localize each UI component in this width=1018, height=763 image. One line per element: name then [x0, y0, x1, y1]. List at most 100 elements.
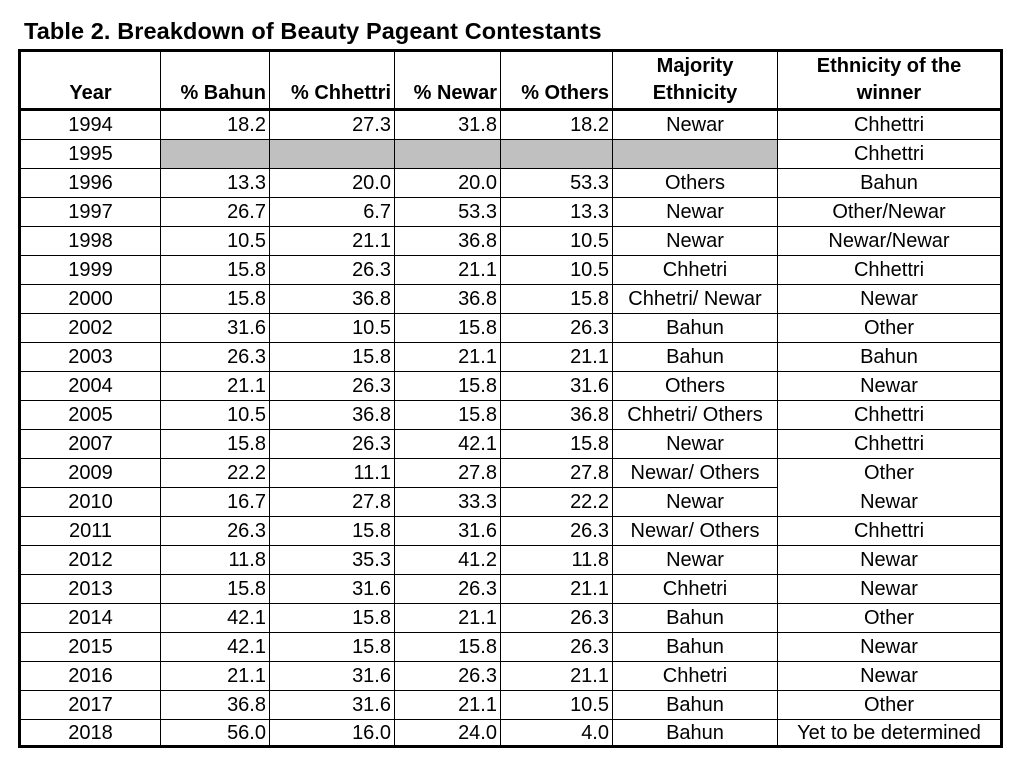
cell-year: 1997	[19, 197, 161, 227]
cell-majority: Others	[612, 371, 778, 401]
cell-bahun: 15.8	[160, 429, 270, 459]
cell-chhettri: 35.3	[269, 545, 395, 575]
cell-newar: 53.3	[394, 197, 501, 227]
cell-year: 1995	[19, 139, 161, 169]
cell-newar: 21.1	[394, 255, 501, 285]
table-row: 1998 10.5 21.1 36.8 10.5 Newar Newar/Newar	[19, 226, 1002, 256]
cell-bahun: 21.1	[160, 661, 270, 691]
cell-newar: 15.8	[394, 400, 501, 430]
cell-winner: Bahun	[777, 342, 1002, 372]
cell-others: 53.3	[500, 168, 613, 198]
table-row: 2012 11.8 35.3 41.2 11.8 Newar Newar	[19, 545, 1002, 575]
cell-winner: Newar	[777, 371, 1002, 401]
cell-winner: Other	[777, 458, 1002, 488]
cell-year: 2010	[19, 487, 161, 517]
cell-bahun: 15.8	[160, 574, 270, 604]
cell-bahun: 18.2	[160, 109, 270, 140]
cell-chhettri: 27.8	[269, 487, 395, 517]
cell-newar: 26.3	[394, 574, 501, 604]
table-row: 2014 42.1 15.8 21.1 26.3 Bahun Other	[19, 603, 1002, 633]
table-row: 1999 15.8 26.3 21.1 10.5 Chhetri Chhettri	[19, 255, 1002, 285]
cell-majority: Chhetri/ Others	[612, 400, 778, 430]
cell-year: 2000	[19, 284, 161, 314]
cell-newar	[394, 139, 501, 169]
cell-chhettri: 36.8	[269, 400, 395, 430]
cell-chhettri: 6.7	[269, 197, 395, 227]
table-row: 2000 15.8 36.8 36.8 15.8 Chhetri/ Newar Newar	[19, 284, 1002, 314]
table-row: 2002 31.6 10.5 15.8 26.3 Bahun Other	[19, 313, 1002, 343]
cell-majority	[612, 139, 778, 169]
cell-others: 15.8	[500, 429, 613, 459]
cell-year: 2002	[19, 313, 161, 343]
cell-others: 22.2	[500, 487, 613, 517]
cell-chhettri: 31.6	[269, 661, 395, 691]
cell-majority: Chhetri	[612, 574, 778, 604]
cell-others	[500, 139, 613, 169]
cell-winner: Other	[777, 690, 1002, 720]
cell-newar: 24.0	[394, 719, 501, 747]
cell-year: 2015	[19, 632, 161, 662]
cell-newar: 15.8	[394, 371, 501, 401]
cell-winner: Other	[777, 313, 1002, 343]
table-row: 1994 18.2 27.3 31.8 18.2 Newar Chhettri	[19, 109, 1002, 140]
table-row: 1996 13.3 20.0 20.0 53.3 Others Bahun	[19, 168, 1002, 198]
cell-newar: 31.6	[394, 516, 501, 546]
cell-bahun: 15.8	[160, 284, 270, 314]
cell-bahun: 26.7	[160, 197, 270, 227]
cell-bahun: 10.5	[160, 400, 270, 430]
cell-year: 1999	[19, 255, 161, 285]
cell-winner: Chhettri	[777, 516, 1002, 546]
cell-bahun: 21.1	[160, 371, 270, 401]
table-row: 2013 15.8 31.6 26.3 21.1 Chhetri Newar	[19, 574, 1002, 604]
cell-year: 1998	[19, 226, 161, 256]
cell-majority: Chhetri	[612, 661, 778, 691]
table-row: 2015 42.1 15.8 15.8 26.3 Bahun Newar	[19, 632, 1002, 662]
cell-year: 1996	[19, 168, 161, 198]
cell-newar: 26.3	[394, 661, 501, 691]
header-majority-line2: Ethnicity	[652, 82, 738, 104]
table-row: 2011 26.3 15.8 31.6 26.3 Newar/ Others Chhettr…	[19, 516, 1002, 546]
cell-chhettri: 21.1	[269, 226, 395, 256]
cell-chhettri: 31.6	[269, 690, 395, 720]
cell-chhettri: 36.8	[269, 284, 395, 314]
table-row: 2003 26.3 15.8 21.1 21.1 Bahun Bahun	[19, 342, 1002, 372]
cell-bahun: 42.1	[160, 603, 270, 633]
cell-others: 4.0	[500, 719, 613, 747]
cell-winner: Chhettri	[777, 400, 1002, 430]
cell-year: 2004	[19, 371, 161, 401]
header-year: Year	[19, 50, 161, 111]
cell-newar: 36.8	[394, 226, 501, 256]
table-row: 2018 56.0 16.0 24.0 4.0 Bahun Yet to be determ…	[19, 719, 1002, 747]
table-row: 2010 16.7 27.8 33.3 22.2 Newar Newar	[19, 487, 1002, 517]
cell-chhettri: 10.5	[269, 313, 395, 343]
table-row: 1995 Chhettri	[19, 139, 1002, 169]
cell-majority: Newar	[612, 109, 778, 140]
cell-winner: Newar	[777, 574, 1002, 604]
cell-newar: 21.1	[394, 603, 501, 633]
cell-year: 2012	[19, 545, 161, 575]
cell-year: 2018	[19, 719, 161, 747]
cell-others: 10.5	[500, 226, 613, 256]
cell-majority: Bahun	[612, 313, 778, 343]
cell-bahun: 15.8	[160, 255, 270, 285]
cell-others: 26.3	[500, 603, 613, 633]
table-row: 2007 15.8 26.3 42.1 15.8 Newar Chhettri	[19, 429, 1002, 459]
cell-majority: Newar/ Others	[612, 458, 778, 488]
cell-bahun: 42.1	[160, 632, 270, 662]
cell-bahun	[160, 139, 270, 169]
cell-newar: 21.1	[394, 342, 501, 372]
cell-winner: Other/Newar	[777, 197, 1002, 227]
cell-year: 2013	[19, 574, 161, 604]
cell-bahun: 36.8	[160, 690, 270, 720]
cell-newar: 41.2	[394, 545, 501, 575]
cell-others: 26.3	[500, 313, 613, 343]
cell-bahun: 10.5	[160, 226, 270, 256]
cell-bahun: 26.3	[160, 342, 270, 372]
cell-others: 10.5	[500, 255, 613, 285]
cell-year: 1994	[19, 109, 161, 140]
cell-chhettri: 16.0	[269, 719, 395, 747]
contestants-table: Year % Bahun % Chhettri % Newar % Others…	[18, 49, 1003, 748]
cell-others: 26.3	[500, 516, 613, 546]
cell-majority: Bahun	[612, 632, 778, 662]
cell-winner: Chhettri	[777, 255, 1002, 285]
